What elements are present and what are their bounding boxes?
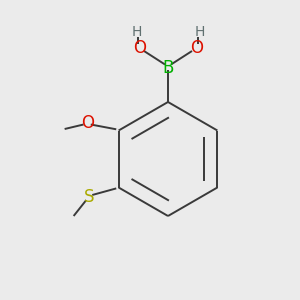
Text: O: O: [190, 39, 203, 57]
Text: H: H: [131, 25, 142, 38]
Text: H: H: [194, 25, 205, 38]
Text: S: S: [83, 188, 94, 206]
Text: O: O: [81, 114, 94, 132]
Text: B: B: [162, 58, 174, 76]
Text: O: O: [133, 39, 146, 57]
